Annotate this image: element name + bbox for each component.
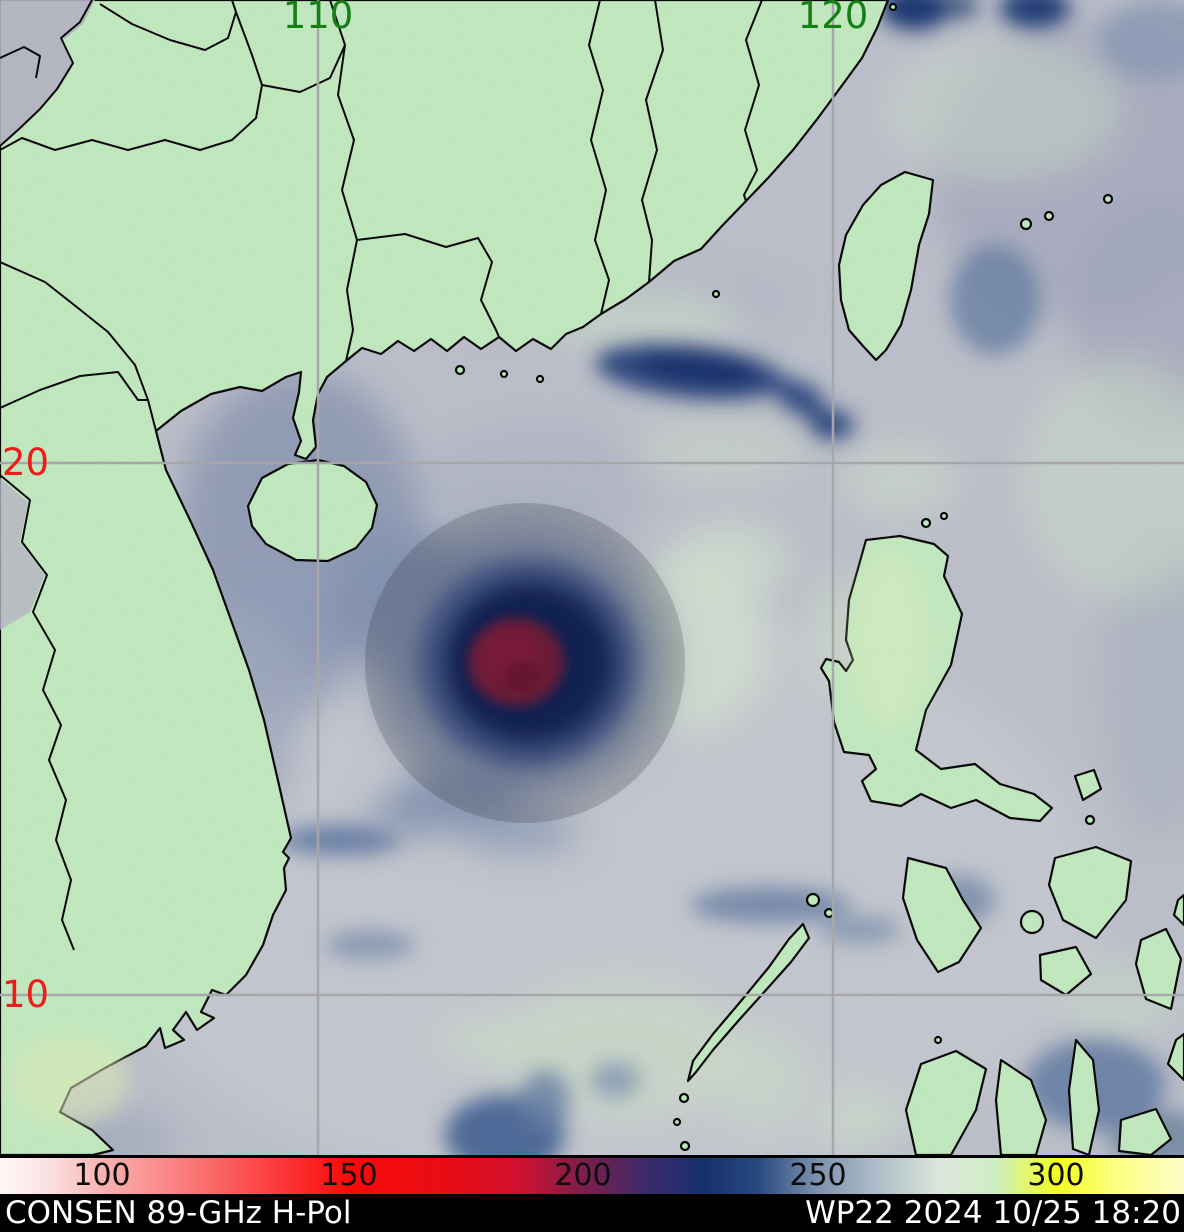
colorbar-tick-100: 100 (73, 1158, 131, 1193)
colorbar: 100 150 200 250 300 (0, 1155, 1184, 1194)
satellite-map: 110 120 20 10 (0, 0, 1184, 1155)
lat-label-10: 10 (2, 973, 50, 1016)
colorbar-tick-200: 200 (554, 1158, 612, 1193)
lat-label-20: 20 (2, 441, 50, 484)
map-canvas (0, 0, 1184, 1155)
caption-bar: CONSEN 89-GHz H-Pol WP22 2024 10/25 18:2… (0, 1194, 1184, 1232)
grain-overlay (0, 0, 1184, 1155)
graticule (0, 0, 1184, 1155)
storm-id-timestamp: WP22 2024 10/25 18:20 (805, 1195, 1181, 1231)
colorbar-gradient (0, 1158, 1184, 1194)
colorbar-tick-250: 250 (789, 1158, 847, 1193)
colorbar-tick-300: 300 (1027, 1158, 1085, 1193)
product-title: CONSEN 89-GHz H-Pol (5, 1195, 352, 1231)
lon-label-120: 120 (797, 0, 869, 37)
colorbar-tick-150: 150 (320, 1158, 378, 1193)
lon-label-110: 110 (282, 0, 354, 37)
